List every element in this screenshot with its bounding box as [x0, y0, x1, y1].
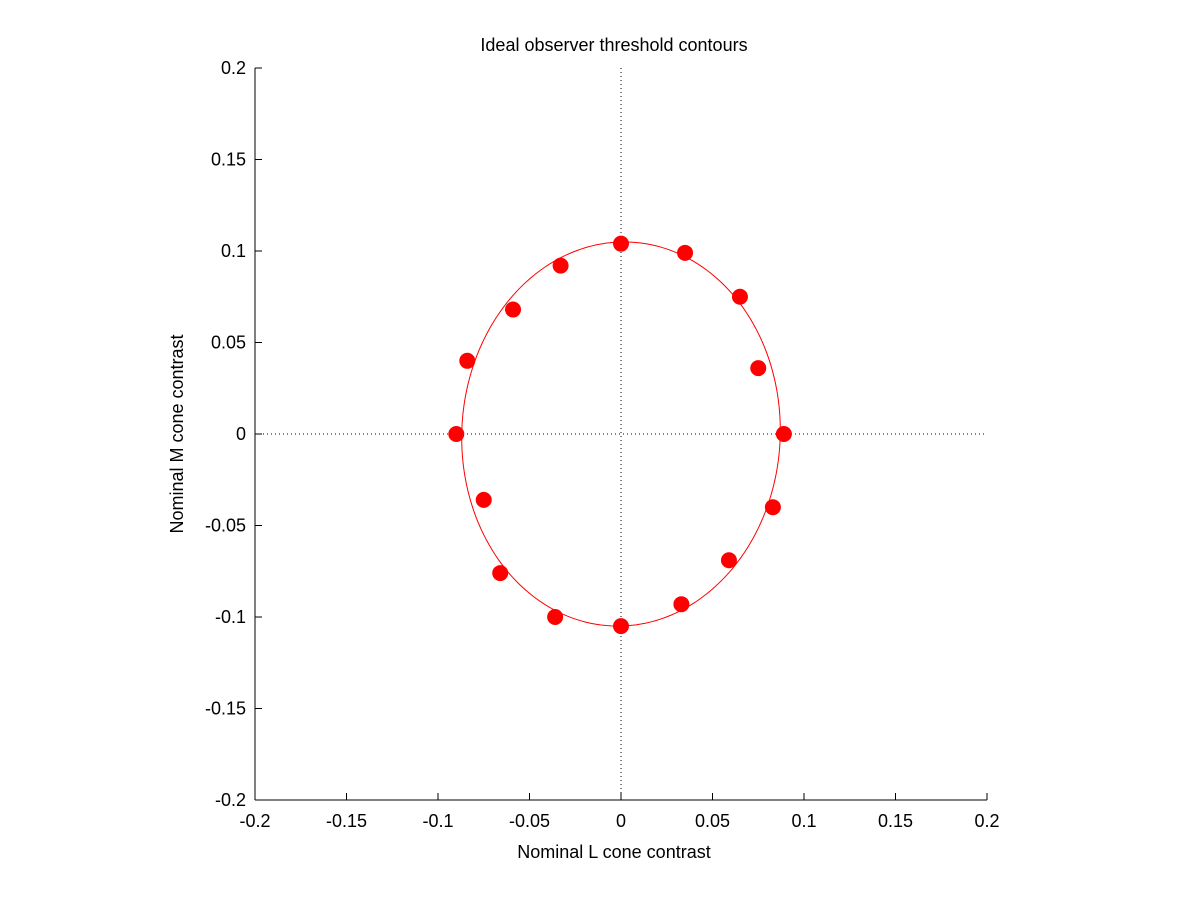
x-tick-label: 0.2 [974, 811, 999, 831]
data-point [613, 618, 629, 635]
y-tick-label: 0.05 [211, 333, 246, 353]
y-tick-label: -0.05 [205, 516, 246, 536]
ticks: -0.2 -0.15 -0.1 -0.05 0 0.05 0.1 0.15 0.2 0.2 0.15… [205, 58, 1000, 831]
x-tick-label: -0.05 [509, 811, 550, 831]
x-tick-label: 0.15 [878, 811, 913, 831]
x-tick-label: -0.2 [239, 811, 270, 831]
data-point [775, 426, 792, 442]
data-points [448, 235, 792, 635]
y-tick-label: -0.2 [215, 790, 246, 810]
y-tick-label: -0.15 [205, 699, 246, 719]
data-point [505, 301, 522, 318]
y-tick-label: 0.1 [221, 241, 246, 261]
data-point [552, 257, 569, 274]
x-tick-label: 0.05 [695, 811, 730, 831]
y-tick-label: 0.2 [221, 58, 246, 78]
x-tick-label: 0.1 [791, 811, 816, 831]
x-tick-label: -0.15 [326, 811, 367, 831]
data-point [475, 491, 492, 508]
y-axis-title: Nominal M cone contrast [167, 334, 187, 533]
data-point [750, 360, 767, 377]
data-point [731, 288, 748, 305]
fitted-ellipse-curve [461, 241, 781, 627]
data-point [492, 565, 509, 582]
y-tick-label: 0.15 [211, 150, 246, 170]
data-point [547, 609, 564, 625]
x-tick-label: -0.1 [422, 811, 453, 831]
x-tick-label: 0 [616, 811, 626, 831]
data-point [448, 426, 465, 442]
data-point [677, 244, 694, 261]
y-tick-label: -0.1 [215, 607, 246, 627]
data-point [613, 235, 629, 252]
data-point [459, 352, 476, 369]
data-point [764, 499, 781, 516]
chart-title: Ideal observer threshold contours [480, 35, 747, 55]
y-tick-label: 0 [236, 424, 246, 444]
curves [461, 241, 781, 627]
data-point [673, 596, 690, 613]
data-point [720, 552, 737, 569]
x-axis-title: Nominal L cone contrast [517, 842, 710, 862]
